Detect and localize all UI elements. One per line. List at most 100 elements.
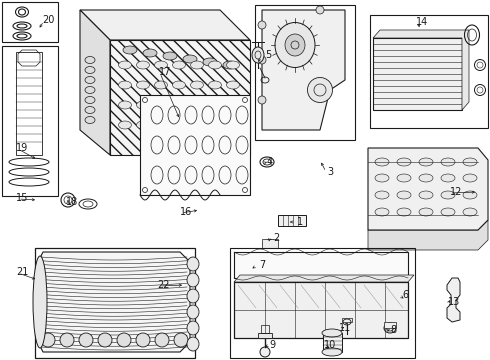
Ellipse shape xyxy=(187,273,199,287)
Ellipse shape xyxy=(441,158,455,166)
Ellipse shape xyxy=(209,81,221,89)
Ellipse shape xyxy=(119,121,131,129)
Ellipse shape xyxy=(85,86,95,94)
Ellipse shape xyxy=(187,305,199,319)
Bar xyxy=(255,5,355,140)
Bar xyxy=(261,325,269,333)
Ellipse shape xyxy=(98,333,112,347)
Ellipse shape xyxy=(154,81,168,89)
Ellipse shape xyxy=(183,55,197,63)
Bar xyxy=(278,215,306,226)
Text: 9: 9 xyxy=(269,340,275,350)
Ellipse shape xyxy=(375,191,389,199)
Ellipse shape xyxy=(172,101,186,109)
Bar xyxy=(262,239,278,248)
Ellipse shape xyxy=(85,77,95,84)
Ellipse shape xyxy=(252,47,264,63)
Ellipse shape xyxy=(441,208,455,216)
Ellipse shape xyxy=(119,61,131,69)
Text: 5: 5 xyxy=(265,50,271,60)
Ellipse shape xyxy=(119,101,131,109)
Polygon shape xyxy=(368,148,488,230)
Ellipse shape xyxy=(258,21,266,29)
Ellipse shape xyxy=(322,329,342,337)
Ellipse shape xyxy=(187,289,199,303)
Bar xyxy=(373,38,462,110)
Ellipse shape xyxy=(258,56,266,64)
Ellipse shape xyxy=(172,121,186,129)
Ellipse shape xyxy=(203,58,217,66)
Polygon shape xyxy=(368,220,488,250)
Ellipse shape xyxy=(463,158,477,166)
Ellipse shape xyxy=(260,347,270,357)
Ellipse shape xyxy=(85,107,95,113)
Ellipse shape xyxy=(33,256,47,348)
Text: 6: 6 xyxy=(402,290,408,300)
Polygon shape xyxy=(80,10,110,155)
Ellipse shape xyxy=(223,61,237,69)
Ellipse shape xyxy=(163,52,177,60)
Polygon shape xyxy=(38,252,190,352)
Ellipse shape xyxy=(397,208,411,216)
Text: 18: 18 xyxy=(66,197,78,207)
Ellipse shape xyxy=(419,191,433,199)
Ellipse shape xyxy=(226,61,240,69)
Ellipse shape xyxy=(226,121,240,129)
Text: 19: 19 xyxy=(16,143,28,153)
Text: 15: 15 xyxy=(16,193,28,203)
Bar xyxy=(258,333,272,338)
Text: 8: 8 xyxy=(390,325,396,335)
Ellipse shape xyxy=(136,333,150,347)
Ellipse shape xyxy=(226,101,240,109)
Ellipse shape xyxy=(187,257,199,271)
Ellipse shape xyxy=(397,174,411,182)
Ellipse shape xyxy=(308,77,333,103)
Ellipse shape xyxy=(375,208,389,216)
Ellipse shape xyxy=(275,23,315,68)
Ellipse shape xyxy=(143,49,157,57)
Polygon shape xyxy=(447,278,460,322)
Ellipse shape xyxy=(85,96,95,104)
Text: 11: 11 xyxy=(339,323,351,333)
Ellipse shape xyxy=(41,333,55,347)
Text: 14: 14 xyxy=(416,17,428,27)
Bar xyxy=(2,2,58,42)
Ellipse shape xyxy=(463,191,477,199)
Text: 20: 20 xyxy=(42,15,54,25)
Text: 2: 2 xyxy=(273,233,279,243)
Ellipse shape xyxy=(419,174,433,182)
Bar xyxy=(234,282,408,338)
Ellipse shape xyxy=(397,191,411,199)
Bar xyxy=(342,318,352,322)
Text: 17: 17 xyxy=(159,67,171,77)
Ellipse shape xyxy=(419,208,433,216)
Ellipse shape xyxy=(209,121,221,129)
Ellipse shape xyxy=(79,333,93,347)
Ellipse shape xyxy=(209,61,221,69)
Bar xyxy=(2,46,58,196)
Ellipse shape xyxy=(123,46,137,54)
Polygon shape xyxy=(110,40,250,155)
Ellipse shape xyxy=(463,174,477,182)
Text: 4: 4 xyxy=(267,157,273,167)
Ellipse shape xyxy=(191,121,203,129)
Ellipse shape xyxy=(375,158,389,166)
Ellipse shape xyxy=(191,61,203,69)
Ellipse shape xyxy=(85,67,95,73)
Bar xyxy=(35,248,195,358)
Ellipse shape xyxy=(172,61,186,69)
Text: 1: 1 xyxy=(297,217,303,227)
Ellipse shape xyxy=(85,57,95,63)
Ellipse shape xyxy=(154,101,168,109)
Ellipse shape xyxy=(119,81,131,89)
Ellipse shape xyxy=(463,208,477,216)
Polygon shape xyxy=(262,10,345,130)
Text: 16: 16 xyxy=(180,207,192,217)
Ellipse shape xyxy=(187,321,199,335)
Ellipse shape xyxy=(137,61,149,69)
Ellipse shape xyxy=(137,101,149,109)
Bar xyxy=(234,252,408,278)
Ellipse shape xyxy=(137,121,149,129)
Ellipse shape xyxy=(441,174,455,182)
Polygon shape xyxy=(373,30,469,110)
